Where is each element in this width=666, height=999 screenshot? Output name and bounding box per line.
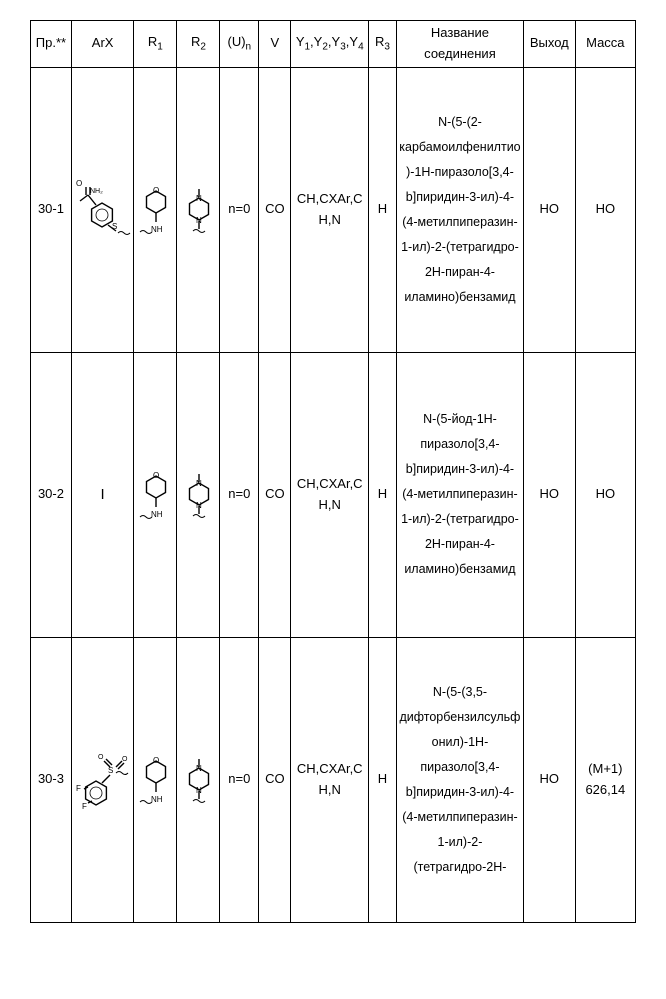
cell-r2: NN xyxy=(177,67,220,352)
svg-text:O: O xyxy=(153,186,159,195)
hdr-y: Y1,Y2,Y3,Y4 xyxy=(291,21,369,68)
cell-y: CH,CXAr,CH,N xyxy=(291,637,369,922)
cell-mass: (M+1)626,14 xyxy=(575,637,635,922)
cell-un: n=0 xyxy=(220,637,259,922)
hdr-r2: R2 xyxy=(177,21,220,68)
hdr-name: Название соединения xyxy=(396,21,523,68)
cell-r1: O NH xyxy=(134,637,177,922)
table-row: 30-3 FFSOO ONH NN n=0 CO CH,CXAr,CH,N H … xyxy=(31,637,636,922)
cell-arx: FFSOO xyxy=(71,637,133,922)
cell-r3: H xyxy=(368,67,396,352)
header-row: Пр.** ArX R1 R2 (U)n V Y1,Y2,Y3,Y4 R3 На… xyxy=(31,21,636,68)
cell-v: CO xyxy=(259,67,291,352)
table-body: 30-1 ONH₂S ONH NN n=0 CO CH,CXAr,CH,N H … xyxy=(31,67,636,922)
compound-table: Пр.** ArX R1 R2 (U)n V Y1,Y2,Y3,Y4 R3 На… xyxy=(30,20,636,923)
svg-text:S: S xyxy=(112,222,117,231)
cell-arx: O NH₂ S xyxy=(71,67,133,352)
hdr-r1: R1 xyxy=(134,21,177,68)
cell-un: n=0 xyxy=(220,67,259,352)
svg-text:NH₂: NH₂ xyxy=(90,188,103,195)
svg-text:NH: NH xyxy=(151,795,163,804)
cell-mass: НО xyxy=(575,67,635,352)
svg-text:NH: NH xyxy=(151,510,163,519)
cell-v: CO xyxy=(259,637,291,922)
cell-r1: O NH xyxy=(134,67,177,352)
cell-arx: I xyxy=(71,352,133,637)
cell-y: CH,CXAr,CH,N xyxy=(291,67,369,352)
svg-text:O: O xyxy=(153,471,159,480)
svg-text:F: F xyxy=(82,802,87,811)
svg-text:NH: NH xyxy=(151,225,163,234)
cell-mass: НО xyxy=(575,352,635,637)
cell-name: N-(5-йод-1H-пиразоло[3,4-b]пиридин-3-ил)… xyxy=(396,352,523,637)
svg-text:O: O xyxy=(153,756,159,765)
table-row: 30-1 ONH₂S ONH NN n=0 CO CH,CXAr,CH,N H … xyxy=(31,67,636,352)
cell-y: CH,CXAr,CH,N xyxy=(291,352,369,637)
cell-v: CO xyxy=(259,352,291,637)
hdr-v: V xyxy=(259,21,291,68)
cell-r3: H xyxy=(368,637,396,922)
cell-r3: H xyxy=(368,352,396,637)
cell-out: НО xyxy=(523,352,575,637)
hdr-mass: Масса xyxy=(575,21,635,68)
cell-out: НО xyxy=(523,637,575,922)
cell-pr: 30-1 xyxy=(31,67,72,352)
svg-text:O: O xyxy=(98,754,104,761)
cell-r2: NN xyxy=(177,637,220,922)
hdr-arx: ArX xyxy=(71,21,133,68)
cell-pr: 30-3 xyxy=(31,637,72,922)
cell-r2: NN xyxy=(177,352,220,637)
hdr-r3: R3 xyxy=(368,21,396,68)
svg-text:F: F xyxy=(76,784,81,793)
table-row: 30-2 I O NH NN n=0 CO CH,CXAr,CH,N H N-(5… xyxy=(31,352,636,637)
cell-pr: 30-2 xyxy=(31,352,72,637)
hdr-out: Выход xyxy=(523,21,575,68)
cell-name: N-(5-(2-карбамоилфенилтио)-1H-пиразоло[3… xyxy=(396,67,523,352)
hdr-pr: Пр.** xyxy=(31,21,72,68)
hdr-un: (U)n xyxy=(220,21,259,68)
cell-name: N-(5-(3,5-дифторбензилсульфонил)-1H-пира… xyxy=(396,637,523,922)
cell-r1: O NH xyxy=(134,352,177,637)
svg-text:O: O xyxy=(76,179,82,188)
svg-text:S: S xyxy=(108,766,113,775)
svg-text:O: O xyxy=(122,756,128,763)
cell-un: n=0 xyxy=(220,352,259,637)
cell-out: НО xyxy=(523,67,575,352)
